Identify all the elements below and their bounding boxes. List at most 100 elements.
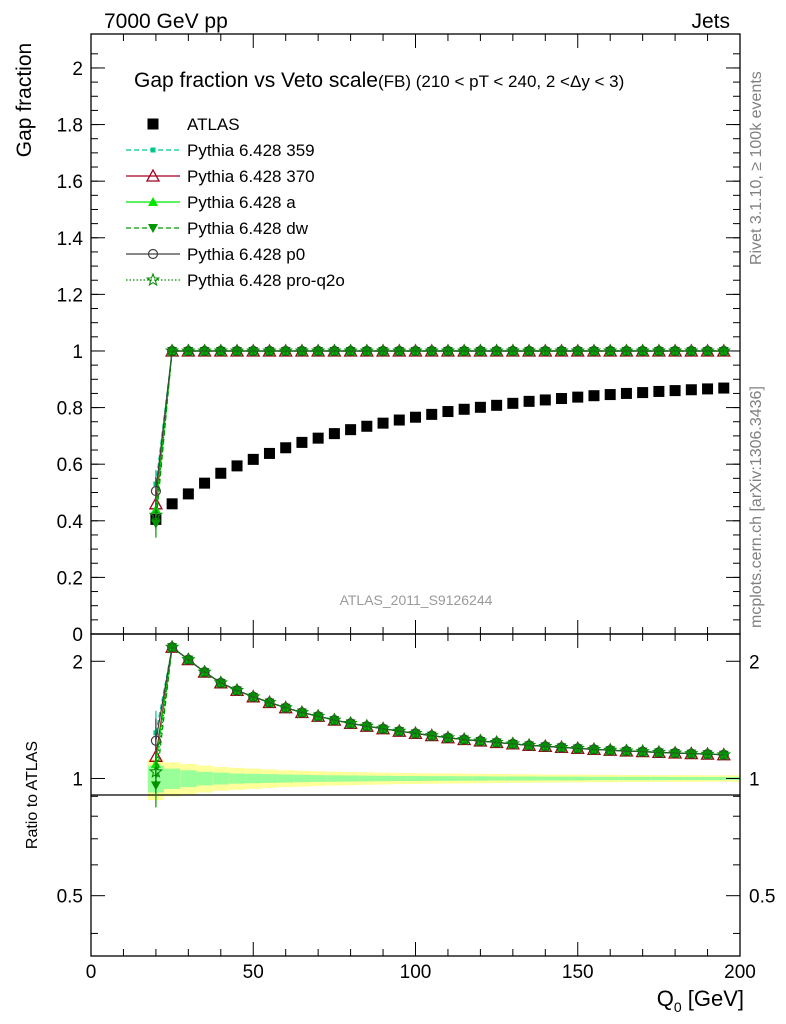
line-a: [155, 350, 724, 510]
legend-marker-dw: [148, 224, 158, 233]
ratio-series-p359: [153, 644, 727, 758]
band-inner: [553, 776, 570, 781]
ratio-ytick-label-right: 0.5: [749, 887, 775, 908]
point-atlas: [393, 414, 405, 426]
ratio-point-proq2o: [197, 664, 212, 679]
point-proq2o: [440, 343, 456, 358]
ratio-y-tick-labels: 0.5 0.5 1 1 2 2: [57, 652, 776, 907]
ratio-series-proq2o: [148, 639, 731, 794]
series-p359: [153, 348, 727, 498]
band-inner: [618, 776, 635, 781]
ratio-ylabel: Ratio to ATLAS: [24, 741, 41, 849]
point-proq2o: [278, 343, 293, 357]
point-atlas: [572, 391, 584, 403]
point-atlas: [377, 417, 389, 429]
band-inner: [666, 776, 684, 781]
point-atlas: [669, 385, 681, 397]
band-inner: [423, 776, 440, 781]
point-atlas: [296, 436, 308, 448]
main-data: [148, 343, 731, 538]
band-inner: [196, 771, 213, 786]
x-tick-label: 150: [562, 962, 594, 983]
ratio-point-proq2o: [246, 689, 261, 703]
point-proq2o: [667, 343, 683, 357]
point-atlas: [604, 389, 616, 401]
legend-item-p370: Pythia 6.428 370: [126, 167, 315, 186]
ratio-point-proq2o: [538, 738, 553, 753]
point-proq2o: [359, 343, 374, 358]
main-ytick-label: 1.4: [57, 229, 84, 250]
line-p370: [155, 350, 724, 504]
ratio-point-proq2o: [554, 739, 569, 754]
main-ytick-label: 0: [72, 625, 83, 646]
ratio-point-proq2o: [424, 728, 439, 742]
legend-marker-p370: [145, 168, 161, 182]
main-ylabel: Gap fraction: [13, 43, 36, 157]
legend-label-p370: Pythia 6.428 370: [187, 167, 315, 186]
point-atlas: [312, 432, 324, 444]
point-proq2o: [570, 343, 585, 358]
band-inner: [537, 776, 554, 781]
ratio-point-proq2o: [521, 737, 537, 752]
rivet-label: Rivet 3.1.10, ≥ 100k events: [748, 71, 765, 265]
main-ytick-label: 0.8: [57, 399, 83, 420]
ratio-point-proq2o: [586, 741, 602, 756]
point-atlas: [247, 453, 259, 465]
point-proq2o: [651, 343, 667, 358]
series-proq2o: [148, 343, 731, 530]
legend-label-proq2o: Pythia 6.428 pro-q2o: [187, 271, 345, 290]
main-ytick-label: 2: [72, 59, 83, 80]
ratio-point-proq2o: [619, 743, 634, 758]
band-inner: [472, 776, 489, 781]
point-proq2o: [343, 343, 358, 357]
band-inner: [277, 774, 294, 783]
legend-item-dw: Pythia 6.428 dw: [126, 219, 309, 238]
legend-label-a: Pythia 6.428 a: [187, 193, 296, 212]
ratio-point-proq2o: [375, 721, 391, 735]
point-atlas: [702, 383, 714, 395]
band-inner: [358, 775, 375, 782]
main-ytick-label: 1.8: [57, 116, 83, 137]
x-axis-label-sub: 0: [674, 999, 682, 1015]
point-atlas: [166, 498, 178, 510]
line-dw: [155, 350, 724, 524]
point-proq2o: [375, 343, 391, 358]
main-panel: 0 0.2 0.4 0.6 0.8 1 1.2 1.4 1.6 1.8 2 Gap fraction…: [13, 33, 741, 646]
band-inner: [602, 776, 619, 781]
watermark: ATLAS_2011_S9126244: [340, 592, 493, 608]
ratio-point-proq2o: [408, 725, 423, 740]
ratio-point-proq2o: [359, 718, 374, 733]
main-axis-ticks: [90, 34, 741, 635]
ratio-ytick-label: 1: [72, 769, 83, 790]
series-p370: [148, 343, 731, 518]
main-ytick-label: 1.6: [57, 172, 83, 193]
point-proq2o: [310, 343, 326, 358]
point-proq2o: [197, 343, 212, 358]
ratio-point-proq2o: [700, 746, 715, 761]
band-inner: [326, 775, 343, 782]
ratio-point-p0: [296, 707, 308, 718]
point-proq2o: [716, 343, 731, 358]
point-proq2o: [489, 343, 504, 358]
legend-item-a: Pythia 6.428 a: [126, 193, 296, 212]
point-proq2o: [294, 343, 310, 358]
point-atlas: [539, 394, 551, 406]
point-proq2o: [619, 343, 634, 358]
ratio-point-proq2o: [505, 736, 521, 750]
ratio-point-p0: [491, 737, 502, 748]
series-a: [150, 345, 729, 524]
point-atlas: [523, 395, 535, 407]
band-inner: [488, 776, 505, 781]
legend-label-p0: Pythia 6.428 p0: [187, 245, 305, 264]
ratio-series-p0: [150, 642, 729, 763]
band-inner: [683, 776, 700, 781]
legend-item-p359: Pythia 6.428 359: [126, 141, 315, 160]
ratio-series-p370: [148, 639, 731, 779]
ratio-ytick-label: 0.5: [57, 887, 83, 908]
point-proq2o: [213, 343, 228, 357]
point-proq2o: [700, 343, 715, 358]
ratio-point-proq2o: [457, 732, 472, 746]
point-atlas: [280, 442, 292, 454]
point-atlas: [328, 428, 340, 440]
